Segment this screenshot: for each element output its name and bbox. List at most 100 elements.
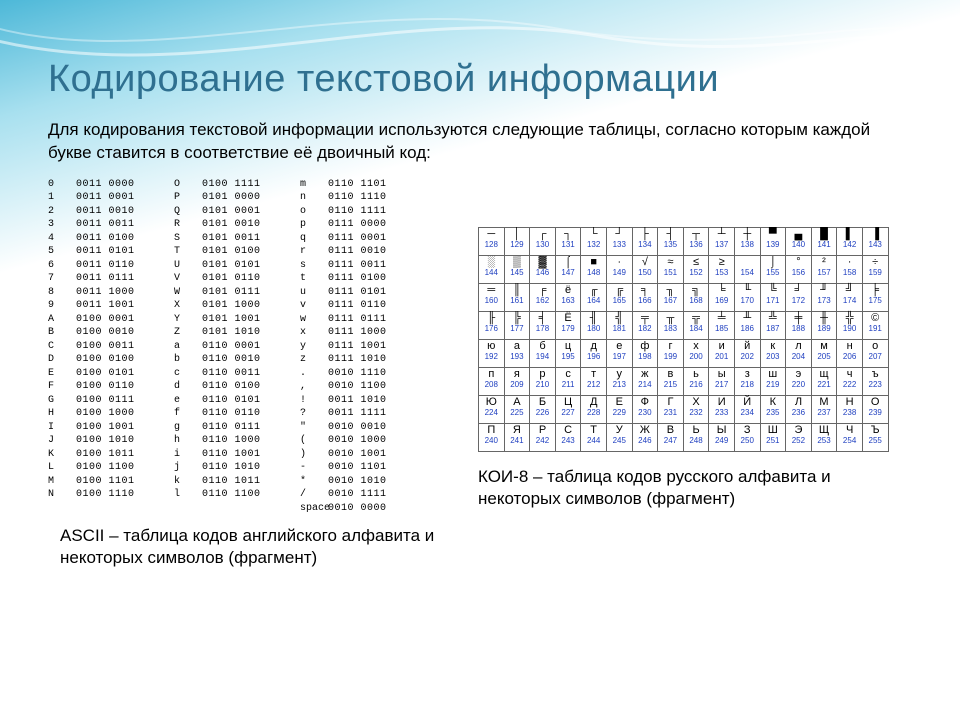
- koi-code: 130: [530, 241, 555, 249]
- koi-symbol: ╬: [837, 312, 862, 325]
- koi-symbol: ┐: [556, 228, 581, 241]
- ascii-binary: 0101 0110: [202, 273, 290, 286]
- koi-cell: б194: [530, 339, 556, 367]
- koi-code: 253: [812, 437, 837, 445]
- ascii-char: /: [300, 489, 318, 502]
- koi-cell: Т244: [581, 423, 607, 451]
- koi-symbol: т: [581, 368, 606, 381]
- koi-symbol: │: [505, 228, 530, 241]
- koi-cell: Х232: [683, 395, 709, 423]
- koi-cell: ╧185: [709, 311, 735, 339]
- koi-symbol: ╣: [607, 312, 632, 325]
- ascii-binary: [76, 503, 164, 516]
- koi-symbol: ▐: [863, 228, 888, 241]
- koi-cell: ╖167: [658, 283, 684, 311]
- koi-symbol: ╜: [812, 284, 837, 297]
- ascii-binary: 0100 1100: [76, 462, 164, 475]
- ascii-binary: 0110 1011: [202, 476, 290, 489]
- koi-cell: ╥183: [658, 311, 684, 339]
- koi-code: 240: [479, 437, 504, 445]
- koi-symbol: Д: [581, 396, 606, 409]
- koi-code: 169: [709, 297, 734, 305]
- ascii-char: 7: [48, 273, 66, 286]
- koi-symbol: П: [479, 424, 504, 437]
- koi-cell: ░144: [479, 255, 505, 283]
- ascii-binary: 0110 0101: [202, 395, 290, 408]
- koi-symbol: й: [735, 340, 760, 353]
- koi-cell: █141: [811, 227, 837, 255]
- koi-code: 226: [530, 409, 555, 417]
- koi-cell: щ221: [811, 367, 837, 395]
- koi-cell: Р242: [530, 423, 556, 451]
- koi-cell: ┌130: [530, 227, 556, 255]
- ascii-binary: 0111 0100: [328, 273, 416, 286]
- ascii-char: x: [300, 327, 318, 340]
- koi-cell: ╜173: [811, 283, 837, 311]
- koi-code: 144: [479, 269, 504, 277]
- koi-cell: ║161: [504, 283, 530, 311]
- koi-code: 138: [735, 241, 760, 249]
- koi-code: 142: [837, 241, 862, 249]
- ascii-binary: 0111 0001: [328, 233, 416, 246]
- koi-symbol: ╥: [658, 312, 683, 325]
- ascii-binary: 0110 1010: [202, 462, 290, 475]
- ascii-binary: 0101 0011: [202, 233, 290, 246]
- ascii-char: X: [174, 300, 192, 313]
- koi-cell: °156: [786, 255, 812, 283]
- koi-symbol: У: [607, 424, 632, 437]
- koi-cell: ╛172: [786, 283, 812, 311]
- koi-code: 156: [786, 269, 811, 277]
- ascii-char: K: [48, 449, 66, 462]
- ascii-char: L: [48, 462, 66, 475]
- ascii-binary: 0110 0011: [202, 368, 290, 381]
- ascii-binary: 0011 0001: [76, 192, 164, 205]
- koi-cell: ©191: [862, 311, 888, 339]
- koi-cell: ш219: [760, 367, 786, 395]
- ascii-char: I: [48, 422, 66, 435]
- koi-code: 159: [863, 269, 888, 277]
- koi-symbol: х: [684, 340, 709, 353]
- ascii-binary: 0111 0110: [328, 300, 416, 313]
- koi-symbol: Х: [684, 396, 709, 409]
- ascii-char: F: [48, 381, 66, 394]
- koi-cell: Я241: [504, 423, 530, 451]
- koi-cell: Ё179: [555, 311, 581, 339]
- koi-symbol: ┘: [607, 228, 632, 241]
- koi-code: 179: [556, 325, 581, 333]
- koi-symbol: а: [505, 340, 530, 353]
- ascii-char: 5: [48, 246, 66, 259]
- ascii-binary: 0100 0100: [76, 354, 164, 367]
- koi-cell: р210: [530, 367, 556, 395]
- koi-symbol: ╙: [735, 284, 760, 297]
- koi-symbol: ╔: [607, 284, 632, 297]
- ascii-binary: 0011 0110: [76, 260, 164, 273]
- koi-code: 180: [581, 325, 606, 333]
- koi-code: 223: [863, 381, 888, 389]
- koi-symbol: Н: [837, 396, 862, 409]
- ascii-char: ,: [300, 381, 318, 394]
- ascii-char: -: [300, 462, 318, 475]
- ascii-binary: 0110 1100: [202, 489, 290, 502]
- koi-code: 167: [658, 297, 683, 305]
- koi-cell: ы217: [709, 367, 735, 395]
- koi-code: 244: [581, 437, 606, 445]
- koi-symbol: ┼: [735, 228, 760, 241]
- koi-symbol: э: [786, 368, 811, 381]
- koi-code: 150: [633, 269, 658, 277]
- koi-symbol: и: [709, 340, 734, 353]
- ascii-char: b: [174, 354, 192, 367]
- ascii-char: v: [300, 300, 318, 313]
- koi-cell: Б226: [530, 395, 556, 423]
- koi-symbol: ╘: [709, 284, 734, 297]
- koi-code: 216: [684, 381, 709, 389]
- ascii-binary: 0100 1010: [76, 435, 164, 448]
- ascii-char: n: [300, 192, 318, 205]
- ascii-binary: 0010 0000: [328, 503, 416, 516]
- koi-code: 234: [735, 409, 760, 417]
- koi-symbol: Ы: [709, 424, 734, 437]
- ascii-char: ): [300, 449, 318, 462]
- koi-symbol: ╛: [786, 284, 811, 297]
- koi-symbol: М: [812, 396, 837, 409]
- koi-symbol: к: [761, 340, 786, 353]
- koi-symbol: ∙: [607, 256, 632, 269]
